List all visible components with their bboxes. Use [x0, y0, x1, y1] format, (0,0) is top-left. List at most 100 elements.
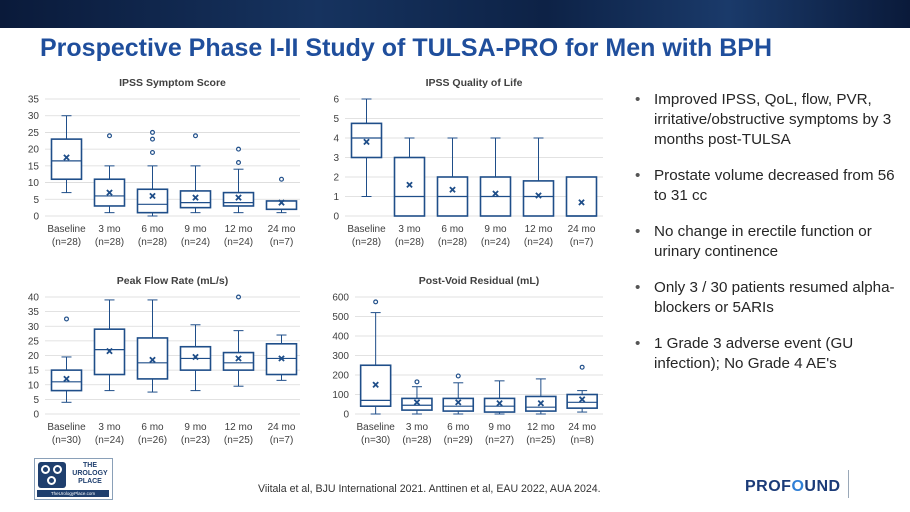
outlier-point — [150, 129, 156, 135]
box — [401, 397, 433, 411]
y-tick-label: 5 — [333, 114, 339, 125]
mean-marker — [537, 400, 545, 407]
y-tick-label: 600 — [332, 293, 349, 304]
outlier-point — [236, 146, 242, 152]
x-n-label: (n=24) — [181, 237, 210, 248]
x-category-label: 3 mo — [406, 422, 429, 433]
bullet-item: • Prostate volume decreased from 56 to 31… — [632, 166, 902, 206]
x-n-label: (n=7) — [570, 237, 594, 248]
y-tick-label: 0 — [343, 410, 349, 421]
x-n-label: (n=25) — [224, 435, 253, 446]
x-category-label: 12 mo — [225, 422, 253, 433]
y-tick-label: 25 — [28, 128, 40, 139]
chart-title: Post-Void Residual (mL) — [419, 275, 540, 287]
mean-marker — [363, 138, 370, 146]
bullet-item: • Only 3 / 30 patients resumed alpha-bloc… — [632, 278, 902, 318]
x-category-label: 9 mo — [484, 224, 507, 235]
x-n-label: (n=28) — [395, 237, 424, 248]
chart-title: IPSS Quality of Life — [426, 77, 523, 89]
y-tick-label: 2 — [333, 173, 339, 184]
outlier-point — [150, 149, 156, 155]
logo-divider — [848, 470, 849, 498]
x-n-label: (n=7) — [270, 435, 294, 446]
y-tick-label: 5 — [33, 395, 39, 406]
x-category-label: 24 mo — [268, 422, 296, 433]
mean-marker — [578, 199, 585, 206]
header-banner — [0, 0, 910, 28]
x-category-label: 3 mo — [98, 422, 121, 433]
key-findings-list: • Improved IPSS, QoL, flow, PVR, irritati… — [632, 90, 902, 390]
outlier-point — [414, 379, 420, 385]
mean-marker — [149, 356, 156, 364]
outlier-point — [63, 316, 69, 322]
y-tick-label: 15 — [28, 366, 40, 377]
x-category-label: Baseline — [347, 224, 386, 235]
mean-marker — [449, 186, 456, 193]
mean-marker — [106, 347, 113, 355]
chart-title: Peak Flow Rate (mL/s) — [117, 275, 228, 287]
x-category-label: 3 mo — [98, 224, 121, 235]
x-category-label: 12 mo — [225, 224, 253, 235]
y-tick-label: 35 — [28, 95, 40, 106]
x-category-label: 24 mo — [568, 224, 596, 235]
bullet-item: • No change in erectile function or urina… — [632, 222, 902, 262]
outlier-point — [279, 176, 285, 182]
box — [565, 176, 598, 217]
y-tick-label: 5 — [33, 195, 39, 206]
y-tick-label: 0 — [333, 212, 339, 223]
slide-title: Prospective Phase I-II Study of TULSA-PR… — [40, 34, 773, 62]
citation: Viitala et al, BJU International 2021. A… — [258, 483, 601, 495]
x-n-label: (n=24) — [95, 435, 124, 446]
y-tick-label: 15 — [28, 161, 40, 172]
y-tick-label: 25 — [28, 336, 40, 347]
x-category-label: 6 mo — [141, 224, 164, 235]
outlier-point — [455, 373, 461, 379]
outlier-point — [106, 133, 112, 139]
outlier-point — [150, 136, 156, 142]
bullet-dot-icon: • — [635, 167, 641, 184]
box — [222, 191, 255, 207]
bullet-dot-icon: • — [635, 279, 641, 296]
x-n-label: (n=25) — [526, 435, 555, 446]
mean-marker — [63, 375, 70, 383]
y-tick-label: 35 — [28, 307, 40, 318]
x-n-label: (n=23) — [181, 435, 210, 446]
box — [522, 180, 555, 217]
mean-marker — [455, 399, 462, 406]
y-tick-label: 20 — [28, 351, 40, 362]
mean-marker — [149, 192, 156, 200]
bullet-text: Prostate volume decreased from 56 to 31 … — [654, 167, 895, 204]
x-category-label: 6 mo — [141, 422, 164, 433]
box — [442, 397, 475, 412]
mean-marker — [278, 355, 285, 362]
box — [136, 337, 169, 380]
bullet-item: • Improved IPSS, QoL, flow, PVR, irritati… — [632, 90, 902, 150]
box — [483, 397, 516, 413]
y-tick-label: 10 — [28, 178, 40, 189]
x-n-label: (n=28) — [138, 237, 167, 248]
y-tick-label: 0 — [33, 212, 39, 223]
urology-place-emblem-icon — [38, 462, 66, 488]
y-tick-label: 10 — [28, 380, 40, 391]
box — [222, 351, 255, 371]
box — [393, 156, 426, 217]
profound-logo: PROFOUND — [745, 478, 841, 495]
x-n-label: (n=8) — [570, 435, 594, 446]
y-tick-label: 100 — [332, 390, 349, 401]
logo-url: TheUrologyPlace.com — [37, 490, 109, 497]
y-tick-label: 0 — [33, 410, 39, 421]
y-tick-label: 200 — [332, 371, 349, 382]
logo-text: THE UROLOGY PLACE — [72, 462, 108, 485]
mean-marker — [578, 396, 586, 403]
bullet-text: Improved IPSS, QoL, flow, PVR, irritativ… — [654, 91, 892, 148]
x-n-label: (n=30) — [361, 435, 390, 446]
y-tick-label: 6 — [333, 95, 339, 106]
outlier-point — [193, 133, 199, 139]
chart-title: IPSS Symptom Score — [119, 77, 226, 89]
x-n-label: (n=28) — [438, 237, 467, 248]
x-category-label: 9 mo — [184, 224, 207, 235]
y-tick-label: 20 — [28, 145, 40, 156]
mean-marker — [106, 189, 113, 196]
y-tick-label: 400 — [332, 332, 349, 343]
